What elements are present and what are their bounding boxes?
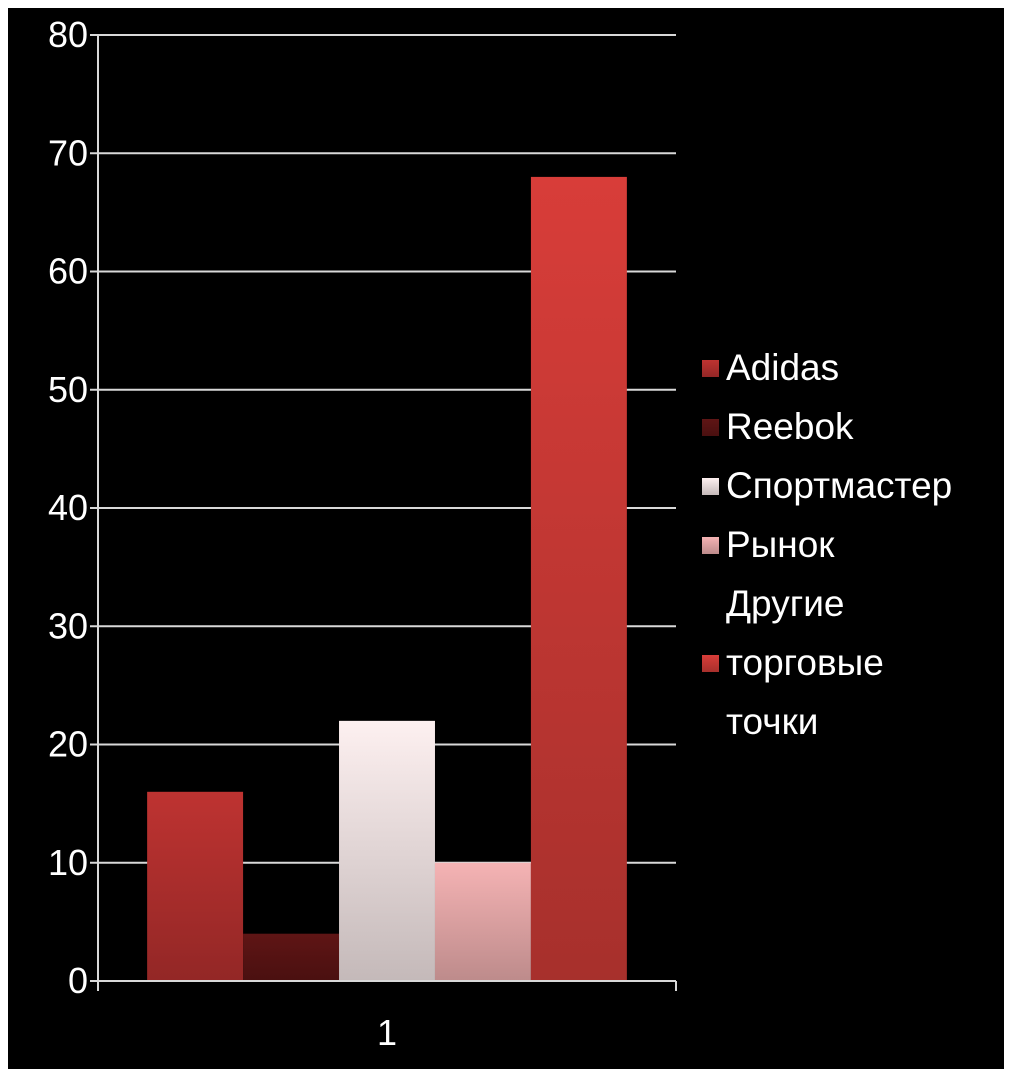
y-tick-label: 80 — [48, 14, 88, 55]
y-tick-label: 10 — [48, 842, 88, 883]
legend-label: Другие — [726, 583, 844, 624]
y-tick-label: 50 — [48, 369, 88, 410]
bar-1 — [147, 791, 244, 981]
y-tick-label: 40 — [48, 487, 88, 528]
legend-label: Reebok — [726, 406, 854, 447]
bar-3 — [339, 720, 435, 981]
legend-label: торговые — [726, 642, 884, 683]
y-tick-label: 30 — [48, 605, 88, 646]
x-tick-label: 1 — [377, 1012, 397, 1053]
bar-5 — [530, 176, 627, 981]
y-tick-label: 70 — [48, 132, 88, 173]
axes: 0 10 20 30 40 50 60 70 80 1 — [48, 14, 677, 1053]
legend-label: Adidas — [726, 347, 839, 388]
legend-swatch — [702, 655, 719, 672]
y-tick-label: 20 — [48, 724, 88, 765]
bar-4 — [434, 862, 531, 981]
gridlines — [98, 34, 676, 864]
legend-label: Спортмастер — [726, 465, 952, 506]
legend-label: Рынок — [726, 524, 835, 565]
y-tick-label: 0 — [68, 960, 88, 1001]
bar-chart: Adidas Reebok Спортмастер Рынок Другие торгов… — [48, 14, 952, 1053]
chart-frame: Adidas Reebok Спортмастер Рынок Другие торгов… — [8, 8, 1004, 1069]
legend: Adidas Reebok Спортмастер Рынок Другие торгов… — [702, 347, 952, 742]
legend-swatch — [702, 478, 719, 495]
legend-swatch — [702, 537, 719, 554]
bars — [147, 176, 627, 981]
y-tick-label: 60 — [48, 251, 88, 292]
bar-2 — [243, 933, 340, 981]
legend-swatch — [702, 360, 719, 377]
legend-swatch — [702, 419, 719, 436]
legend-label: точки — [726, 701, 818, 742]
